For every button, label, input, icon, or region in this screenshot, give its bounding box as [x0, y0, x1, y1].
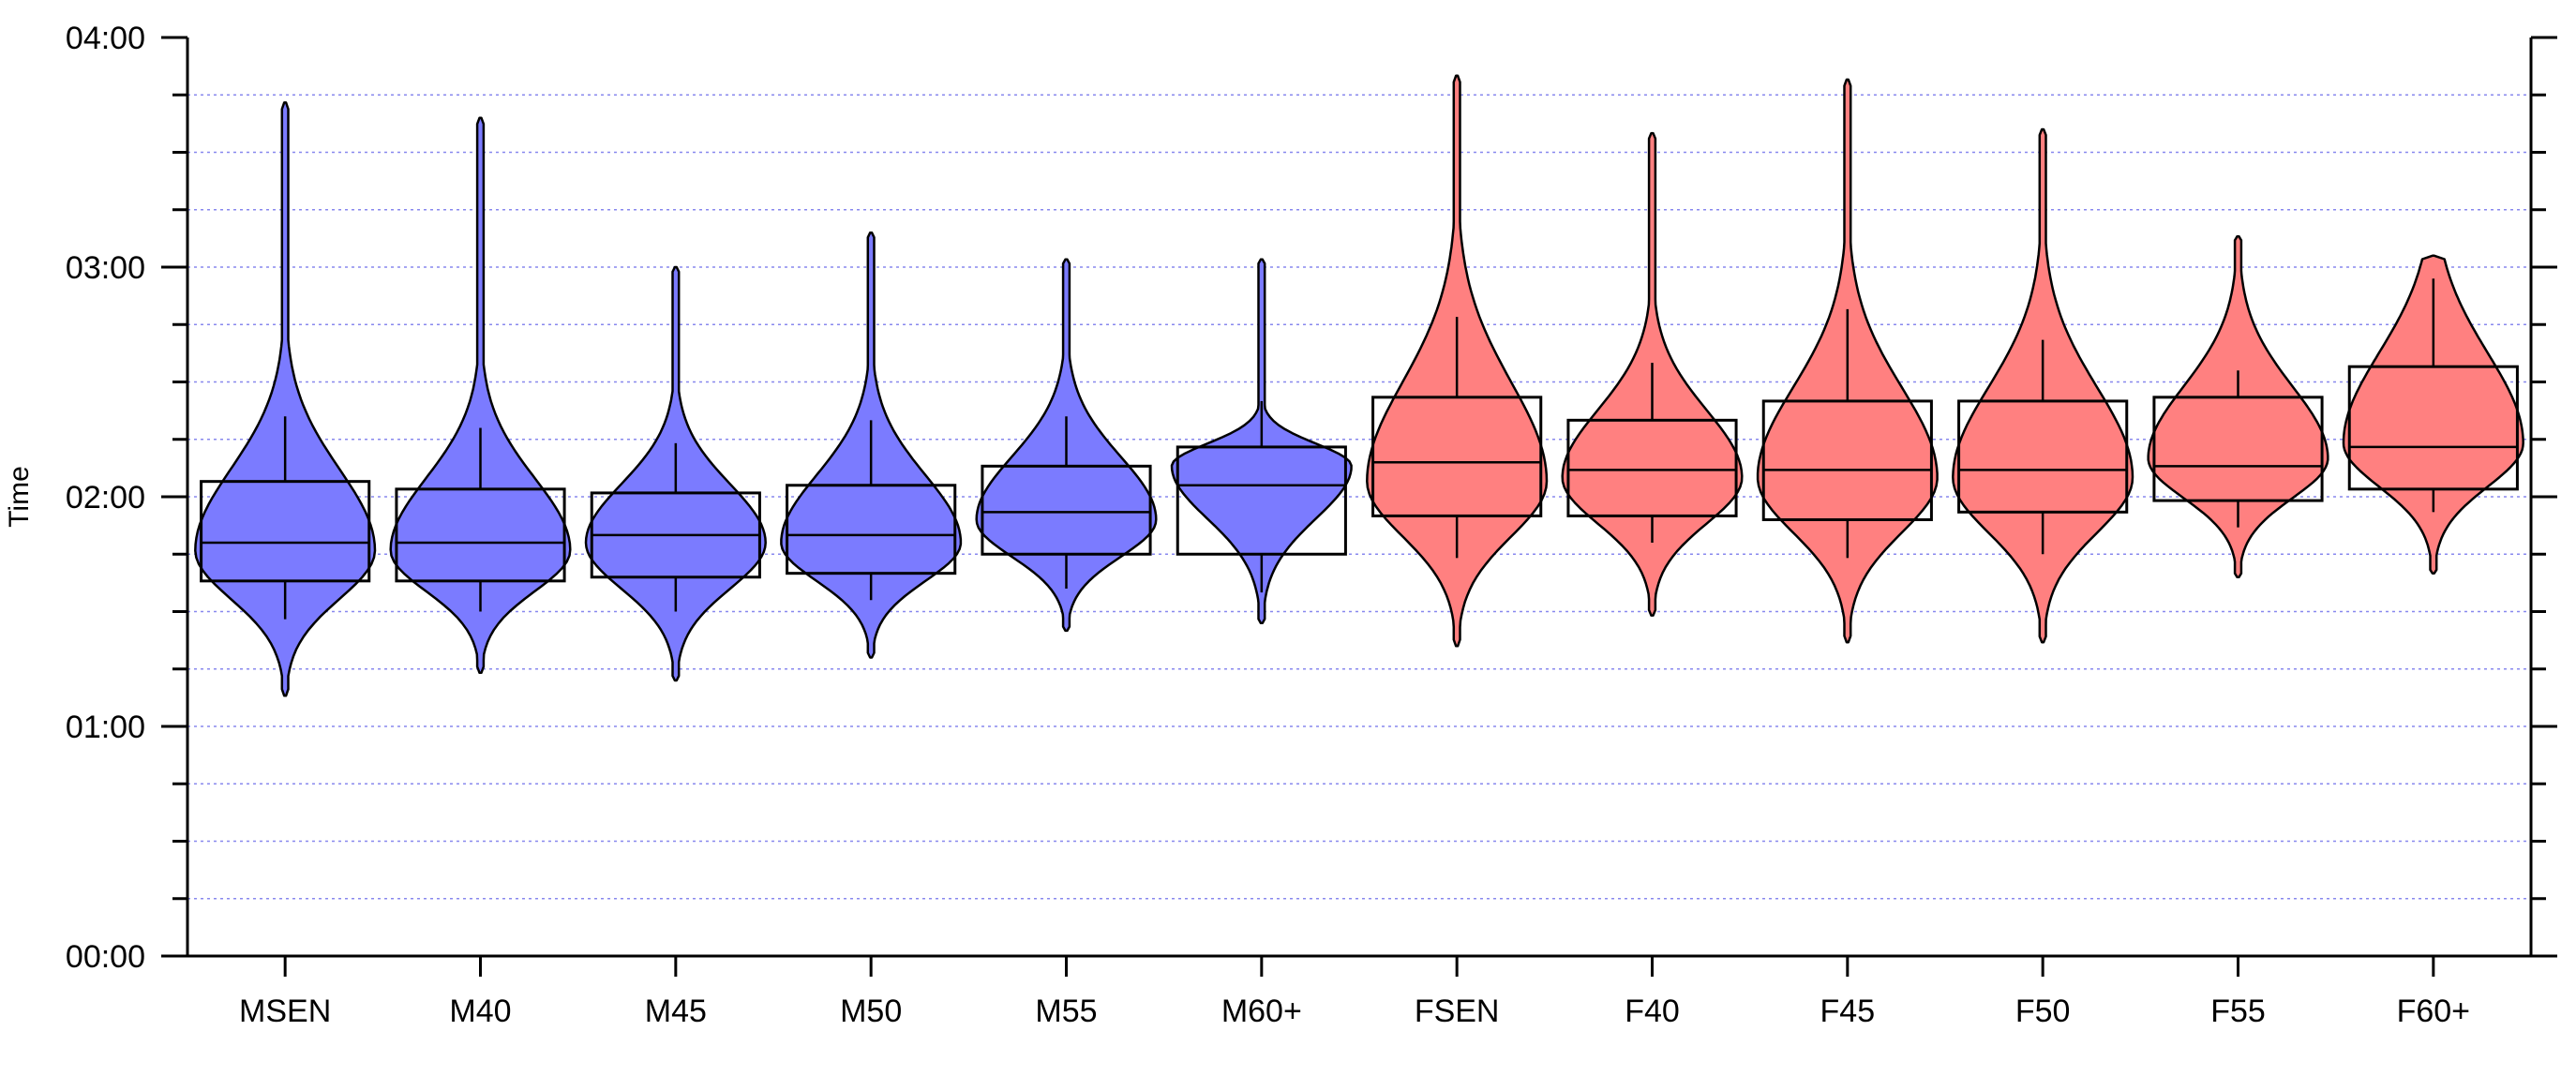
violin-F55: [2147, 235, 2329, 579]
x-tick-label: M50: [840, 994, 902, 1029]
x-tick-label: MSEN: [239, 994, 331, 1029]
y-tick-label: 00:00: [66, 939, 145, 975]
x-tick-label: F55: [2210, 994, 2266, 1029]
x-tick-label: M60+: [1221, 994, 1302, 1029]
x-tick-label: F40: [1625, 994, 1680, 1029]
plot-marks: [194, 74, 2524, 697]
x-tick-label: M45: [645, 994, 707, 1029]
x-tick-label: M55: [1035, 994, 1097, 1029]
y-tick-label: 02:00: [66, 480, 145, 516]
violin-F60+: [2342, 254, 2524, 575]
x-tick-label: M40: [449, 994, 511, 1029]
x-tick-label: F50: [2015, 994, 2071, 1029]
y-tick-label: 04:00: [66, 21, 145, 56]
y-tick-label: 03:00: [66, 250, 145, 286]
x-tick-label: FSEN: [1415, 994, 1500, 1029]
violin-M40: [389, 116, 572, 675]
axes: 00:00 01:00 02:00 03:00 04:00 MSEN M40 M45 M50 M5…: [66, 21, 2557, 1029]
y-axis-label: Time: [4, 466, 35, 528]
violin-MSEN: [194, 101, 377, 697]
y-tick-label: 01:00: [66, 710, 145, 745]
x-tick-label: F45: [1820, 994, 1876, 1029]
x-tick-label: F60+: [2397, 994, 2470, 1029]
